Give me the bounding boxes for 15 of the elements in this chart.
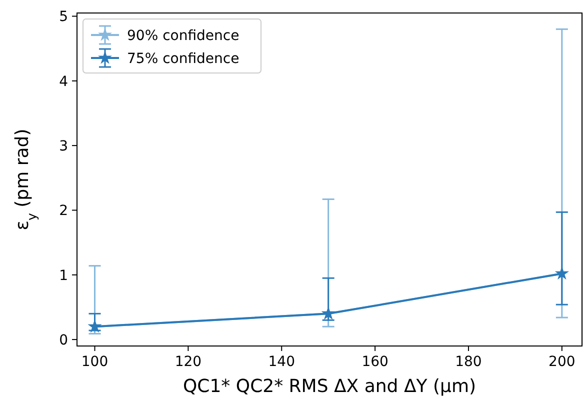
x-tick-label: 160 <box>362 354 388 370</box>
y-tick-label: 4 <box>59 74 68 90</box>
legend-label: 75% confidence <box>127 51 240 67</box>
y-tick-label: 0 <box>59 332 68 348</box>
x-tick-label: 100 <box>81 354 108 370</box>
x-tick-label: 200 <box>548 354 576 370</box>
x-tick-label: 180 <box>455 354 482 370</box>
y-tick-label: 1 <box>59 268 68 284</box>
x-axis-title: QC1* QC2* RMS ΔX and ΔY (μm) <box>182 376 476 397</box>
y-tick-label: 2 <box>59 203 68 220</box>
x-tick-label: 140 <box>268 354 295 370</box>
x-tick-label: 120 <box>174 354 202 370</box>
y-tick-label: 3 <box>59 138 68 154</box>
y-tick-label: 5 <box>59 9 68 26</box>
legend-label: 90% confidence <box>127 28 240 44</box>
